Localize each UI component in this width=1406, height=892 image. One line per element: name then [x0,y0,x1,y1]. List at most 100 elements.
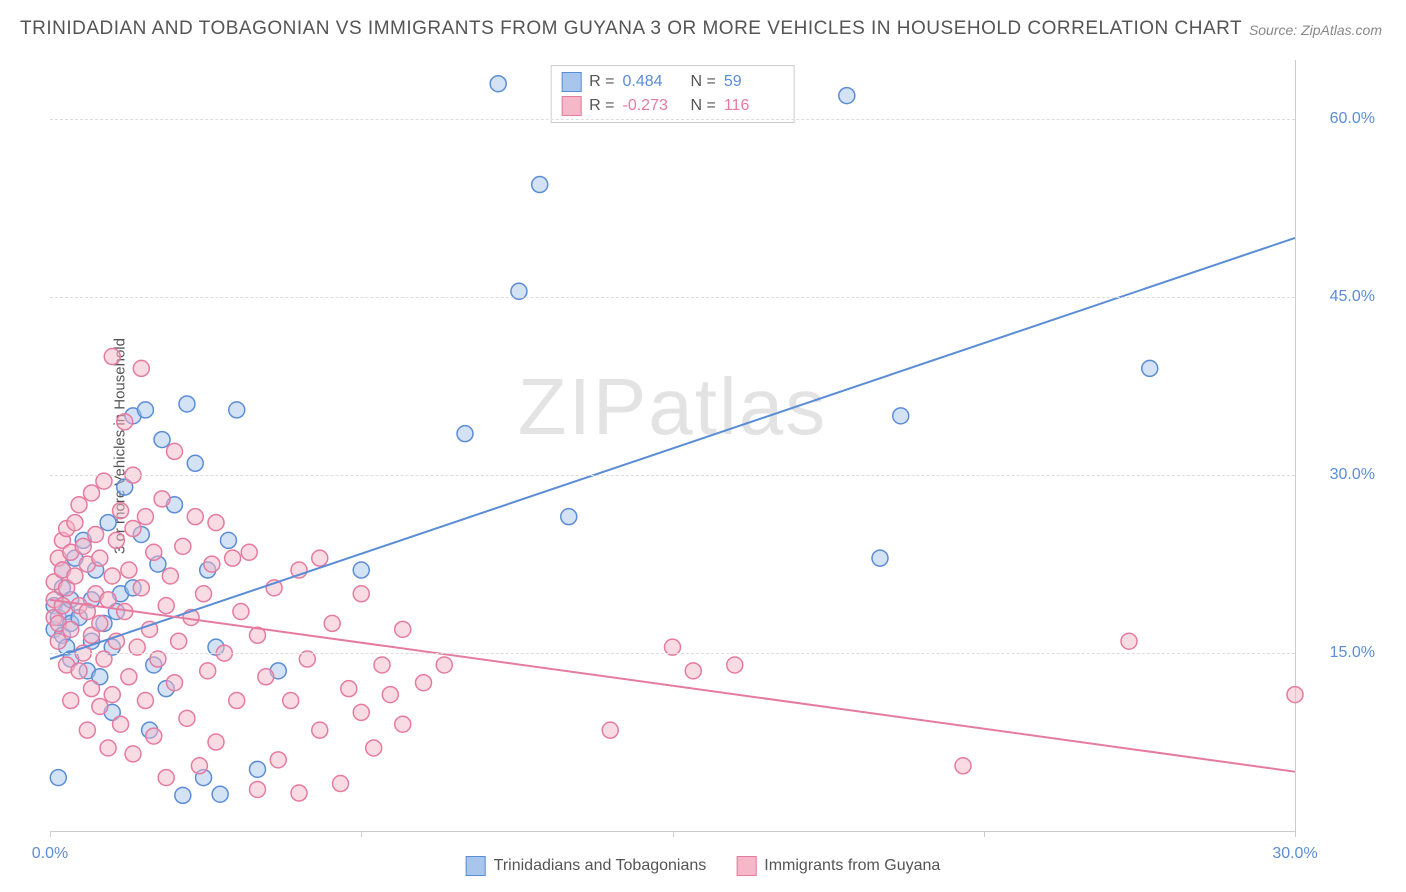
scatter-point [179,396,195,412]
scatter-point [250,781,266,797]
chart-container: TRINIDADIAN AND TOBAGONIAN VS IMMIGRANTS… [0,0,1406,892]
scatter-point [395,621,411,637]
scatter-point [353,586,369,602]
scatter-point [532,177,548,193]
scatter-point [212,786,228,802]
scatter-point [187,509,203,525]
legend-label-1: Trinidadians and Tobagonians [494,857,707,875]
bottom-legend: Trinidadians and Tobagonians Immigrants … [466,856,941,876]
scatter-point [121,562,137,578]
gridline-h [50,475,1295,476]
scatter-point [324,615,340,631]
scatter-point [71,663,87,679]
scatter-point [92,550,108,566]
scatter-point [220,532,236,548]
legend-stats-row-2: R = -0.273 N = 116 [561,94,784,118]
scatter-point [955,758,971,774]
scatter-point [146,544,162,560]
legend-stats-box: R = 0.484 N = 59 R = -0.273 N = 116 [550,65,795,123]
scatter-point [113,716,129,732]
r-label: R = [589,97,614,115]
regression-line [50,600,1295,772]
x-tick-label: 30.0% [1272,845,1317,863]
scatter-point [50,633,66,649]
scatter-point [312,550,328,566]
scatter-point [104,687,120,703]
scatter-point [146,728,162,744]
scatter-point [191,758,207,774]
scatter-point [100,592,116,608]
legend-swatch-2 [561,96,581,116]
regression-line [50,238,1295,659]
y-tick-label: 15.0% [1305,644,1375,662]
n-label: N = [691,73,716,91]
scatter-point [229,693,245,709]
scatter-point [270,752,286,768]
n-label: N = [691,97,716,115]
y-tick-label: 45.0% [1305,288,1375,306]
scatter-point [158,598,174,614]
scatter-point [175,787,191,803]
scatter-point [685,663,701,679]
scatter-point [154,491,170,507]
r-label: R = [589,73,614,91]
scatter-point [75,538,91,554]
scatter-point [283,693,299,709]
x-tick [361,831,362,837]
legend-swatch-b2 [736,856,756,876]
x-tick [1295,831,1296,837]
gridline-h [50,297,1295,298]
scatter-point [893,408,909,424]
scatter-point [133,580,149,596]
scatter-point [63,693,79,709]
legend-item-2: Immigrants from Guyana [736,856,940,876]
scatter-point [71,497,87,513]
x-tick [50,831,51,837]
scatter-point [50,770,66,786]
scatter-point [416,675,432,691]
scatter-point [353,704,369,720]
scatter-point [104,349,120,365]
scatter-point [137,509,153,525]
scatter-point [67,515,83,531]
scatter-point [395,716,411,732]
y-tick-label: 30.0% [1305,466,1375,484]
scatter-point [167,675,183,691]
legend-stats-row-1: R = 0.484 N = 59 [561,70,784,94]
scatter-point [291,785,307,801]
scatter-point [872,550,888,566]
scatter-point [1121,633,1137,649]
scatter-point [1142,360,1158,376]
legend-swatch-1 [561,72,581,92]
plot-area: ZIPatlas R = 0.484 N = 59 R = -0.273 N =… [50,60,1296,832]
scatter-point [108,532,124,548]
scatter-point [67,568,83,584]
scatter-point [63,621,79,637]
scatter-point [167,443,183,459]
gridline-h [50,119,1295,120]
scatter-point [88,526,104,542]
scatter-point [121,669,137,685]
scatter-point [374,657,390,673]
scatter-point [125,746,141,762]
scatter-point [133,360,149,376]
x-tick-label: 0.0% [32,845,68,863]
scatter-point [333,776,349,792]
gridline-h [50,653,1295,654]
plot-svg [50,60,1295,831]
x-tick [984,831,985,837]
scatter-point [208,515,224,531]
scatter-point [100,515,116,531]
scatter-point [117,414,133,430]
scatter-point [241,544,257,560]
n-value-2: 116 [724,97,784,115]
scatter-point [561,509,577,525]
scatter-point [196,586,212,602]
scatter-point [113,503,129,519]
scatter-point [208,734,224,750]
source-attribution: Source: ZipAtlas.com [1249,22,1382,38]
scatter-point [137,402,153,418]
scatter-point [187,455,203,471]
scatter-point [175,538,191,554]
scatter-point [162,568,178,584]
